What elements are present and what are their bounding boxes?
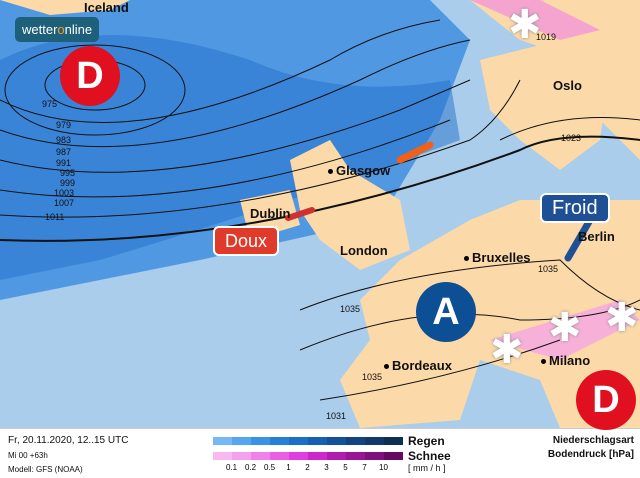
snowflake-icon: ✱ — [508, 3, 542, 47]
scale-ticks: 0.1 0.2 0.5 1 2 3 5 7 10 — [222, 463, 393, 472]
rain-scale — [213, 437, 403, 445]
snow-swatch — [346, 452, 365, 460]
snow-swatch — [384, 452, 403, 460]
snow-swatch — [308, 452, 327, 460]
rain-swatch — [308, 437, 327, 445]
isobar-label: 1031 — [326, 411, 347, 421]
rain-swatch — [289, 437, 308, 445]
snow-swatch — [251, 452, 270, 460]
rain-swatch — [365, 437, 384, 445]
scale-tick: 7 — [362, 463, 367, 472]
rain-swatch — [270, 437, 289, 445]
rain-swatch — [213, 437, 232, 445]
scale-tick: 3 — [324, 463, 329, 472]
scale-tick: 0.5 — [263, 463, 276, 472]
rain-swatch — [251, 437, 270, 445]
snow-swatch — [213, 452, 232, 460]
isobar-label: 1035 — [362, 372, 383, 382]
legend-title-precip-type: Niederschlagsart — [552, 435, 634, 446]
scale-tick: 5 — [343, 463, 348, 472]
label-dublin: Dublin — [250, 206, 291, 221]
label-london: London — [340, 243, 388, 258]
low-pressure-marker: D — [576, 370, 636, 430]
rain-swatch — [384, 437, 403, 445]
isobar-label: 1019 — [536, 32, 557, 42]
wetteronline-logo[interactable]: wetteronline — [15, 17, 100, 42]
isobar-label: 991 — [56, 158, 72, 168]
isobar-label: 1011 — [45, 212, 65, 222]
label-bordeaux: Bordeaux — [384, 358, 452, 373]
rain-swatch — [327, 437, 346, 445]
high-pressure-marker: A — [416, 282, 476, 342]
isobar-label: 995 — [60, 168, 76, 178]
rain-swatch — [232, 437, 251, 445]
snow-swatch — [327, 452, 346, 460]
label-bruxelles: Bruxelles — [464, 250, 531, 265]
isobar-label: 1035 — [340, 304, 361, 314]
snow-swatch — [289, 452, 308, 460]
rain-label: Regen — [408, 434, 445, 448]
scale-tick: 10 — [379, 463, 388, 472]
isobar-label: 979 — [56, 120, 72, 130]
isobar-label: 975 — [42, 99, 58, 109]
model-name: Modell: GFS (NOAA) — [8, 465, 83, 474]
snowflake-icon: ✱ — [548, 306, 582, 350]
snow-swatch — [365, 452, 384, 460]
legend-title-pressure: Bodendruck [hPa] — [547, 449, 634, 460]
warm-air-tag: Doux — [213, 226, 280, 256]
isobar-label: 999 — [60, 178, 76, 188]
snowflake-icon: ✱ — [490, 328, 524, 372]
isobar-label: 1035 — [538, 264, 559, 274]
label-glasgow: Glasgow — [328, 163, 390, 178]
scale-tick: 0.2 — [244, 463, 257, 472]
low-pressure-marker: D — [60, 46, 120, 106]
snowflake-icon: ✱ — [605, 296, 639, 340]
label-berlin: Berlin — [578, 229, 615, 244]
isobar-label: 1007 — [54, 198, 75, 208]
rain-swatch — [346, 437, 365, 445]
isobar-label: 1003 — [54, 188, 75, 198]
label-milano: Milano — [541, 353, 590, 368]
isobar-label: 987 — [56, 147, 72, 157]
label-oslo: Oslo — [553, 78, 582, 93]
snow-swatch — [270, 452, 289, 460]
weather-map — [0, 0, 640, 428]
unit-label: [ mm / h ] — [408, 463, 446, 473]
snow-scale — [213, 452, 403, 460]
legend: Fr, 20.11.2020, 12..15 UTC Mi 00 +63h Mo… — [0, 428, 640, 478]
snow-label: Schnee — [408, 449, 451, 463]
isobar-label: 983 — [56, 135, 72, 145]
model-run: Mi 00 +63h — [8, 451, 48, 460]
scale-tick: 1 — [286, 463, 291, 472]
forecast-date: Fr, 20.11.2020, 12..15 UTC — [8, 435, 129, 446]
snow-swatch — [232, 452, 251, 460]
scale-tick: 0.1 — [225, 463, 238, 472]
scale-tick: 2 — [305, 463, 310, 472]
label-iceland: Iceland — [84, 0, 129, 15]
isobar-label: 1023 — [561, 133, 582, 143]
cold-air-tag: Froid — [540, 193, 610, 223]
